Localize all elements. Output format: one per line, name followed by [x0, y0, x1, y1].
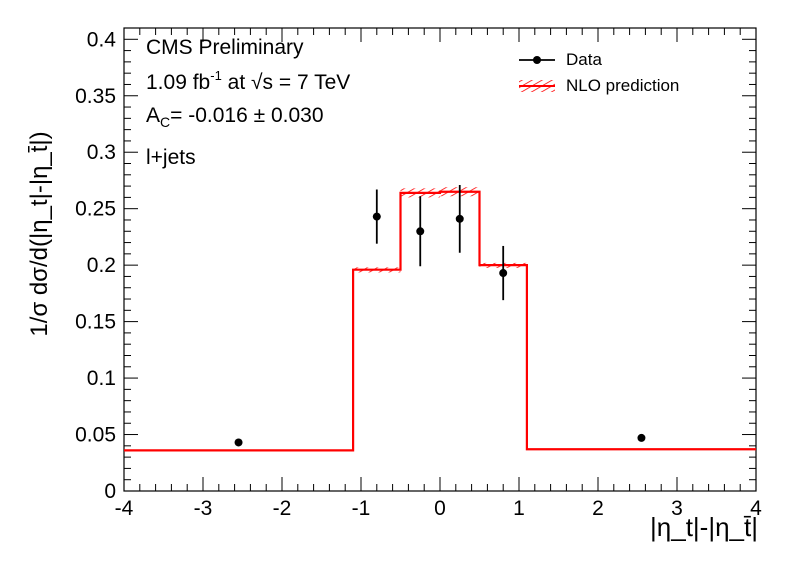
y-tick-label: 0.2 — [87, 254, 116, 277]
x-tick-label: 3 — [671, 497, 683, 520]
y-tick-label: 0.4 — [87, 28, 117, 51]
x-tick-label: -1 — [352, 497, 371, 520]
legend-label-data: Data — [566, 50, 602, 69]
annotation-cms-preliminary: CMS Preliminary — [146, 36, 304, 59]
x-tick-label: -3 — [194, 497, 213, 520]
data-point — [455, 214, 464, 223]
energy-label: at √s = 7 TeV — [227, 71, 351, 94]
lumi-value: 1.09 fb — [146, 71, 211, 94]
plot-frame — [123, 27, 757, 492]
y-tick-label: 0.25 — [75, 198, 116, 221]
legend-label-nlo: NLO prediction — [566, 76, 680, 95]
annotation-luminosity: 1.09 fb-1 at √s = 7 TeV — [146, 68, 350, 95]
ac-value: = -0.016 ± 0.030 — [170, 104, 324, 127]
data-point — [416, 227, 425, 236]
lumi-exponent: -1 — [210, 68, 222, 83]
nlo-step-line — [124, 190, 756, 452]
y-tick-label: 0.15 — [75, 311, 116, 334]
x-tick-label: 0 — [434, 497, 446, 520]
y-tick-label: 0.05 — [75, 424, 116, 447]
annotation-asymmetry: AC= -0.016 ± 0.030 — [146, 104, 324, 130]
x-tick-label: 1 — [513, 497, 525, 520]
x-axis-title: |η_t|-|η_t̄| — [650, 512, 758, 542]
x-tick-label: 2 — [592, 497, 604, 520]
y-axis-title: 1/σ dσ/d(|η_t|-|η_t̄|) — [26, 131, 53, 337]
data-point — [637, 433, 646, 442]
x-tick-label: -4 — [115, 497, 134, 520]
y-tick-label: 0.1 — [87, 367, 116, 390]
annotation-channel: l+jets — [146, 146, 196, 169]
data-point — [234, 438, 243, 447]
y-tick-label: 0 — [104, 480, 116, 503]
ac-label: A — [146, 104, 161, 127]
y-tick-label: 0.35 — [75, 85, 116, 108]
data-point — [499, 269, 508, 278]
data-point — [372, 212, 381, 221]
legend-data-marker — [533, 56, 541, 64]
y-tick-label: 0.3 — [87, 141, 116, 164]
x-tick-label: 4 — [750, 497, 762, 520]
x-tick-label: -2 — [273, 497, 292, 520]
ac-subscript: C — [160, 114, 171, 130]
